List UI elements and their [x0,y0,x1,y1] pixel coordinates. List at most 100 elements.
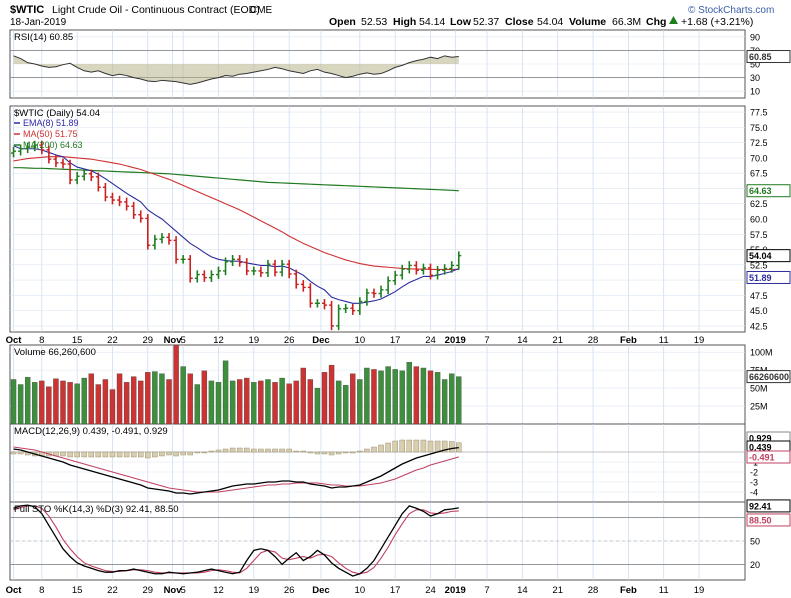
sto-k-last-label: 92.41 [749,501,772,511]
macd-histogram-bar [102,451,109,458]
volume-bar [286,383,292,425]
macd-histogram-bar [342,451,349,454]
ma200-last-label: 64.63 [749,186,772,196]
x-tick-label: 15 [72,335,83,346]
volume-bar [95,384,102,425]
x-tick-label: 19 [249,335,260,346]
macd-histogram-bar [244,447,250,453]
x-tick-label: 19 [694,335,705,346]
rsi-area [13,55,459,85]
macd-histogram-bar [229,447,236,453]
macd-histogram-bar [145,451,151,459]
y-tick-label: 25M [750,402,768,412]
volume-bar [279,377,285,425]
volume-bar [116,373,123,425]
volume-bar [109,389,116,425]
macd-signal-line [13,446,459,493]
sto-d-last-label: 88.50 [749,515,772,525]
macd-histogram-bar [116,451,123,458]
volume-bar [24,377,31,425]
macd-histogram-bar [335,451,342,455]
x-tick-label: 26 [284,335,295,346]
macd-histogram-bar [441,440,448,453]
high-value: 54.14 [419,16,445,28]
volume-bar [229,380,236,425]
y-tick-label: 67.5 [750,169,768,179]
rsi-line [13,55,459,85]
volume-bar [371,369,377,425]
macd-histogram-bar [236,447,243,453]
volume-bar [258,380,264,425]
macd-histogram-bar [328,451,335,456]
volume-bar [201,370,208,425]
legend-sto: Full STO %K(14,3) %D(3) 92.41, 88.50 [14,504,179,515]
x-tick-label: 22 [107,585,118,596]
x-tick-label: 12 [213,585,224,596]
macd-histogram-bar [251,448,257,453]
macd-histogram-bar [371,446,377,453]
y-tick-label: 30 [750,73,760,83]
x-tick-label: 10 [355,585,366,596]
volume-bar [39,380,45,425]
change-value: +1.68 (+3.21%) [681,16,753,28]
macd-histogram-bar [180,451,186,456]
chart-name: Light Crude Oil - Continuous Contract (E… [52,4,260,16]
volume-bar [222,360,229,425]
volume-bar [427,370,434,425]
volume-last-label: 66260600 [749,372,789,382]
macd-last-label-group: 0.439 [746,440,791,454]
x-tick-label: 19 [694,585,705,596]
x-tick-label: 28 [588,585,599,596]
y-tick-label: 72.5 [750,138,768,148]
macd-histogram-bar [406,439,413,453]
macd-histogram-bar [109,451,116,458]
x-tick-label: Feb [620,335,637,346]
macd-histogram-bar [130,451,137,458]
y-tick-label: 10 [750,87,760,97]
open-value: 52.53 [361,16,387,28]
macd-line [13,446,459,495]
volume-bar [293,380,299,425]
volume-bar [180,366,186,425]
volume-bar [102,379,109,425]
price-last-label: 54.04 [749,251,772,261]
macd-histogram-bar [81,451,87,458]
x-tick-label: 12 [213,335,224,346]
volume-bar [208,380,215,425]
chart-exchange: CME [250,5,273,16]
macd-histogram-bar [434,440,441,453]
macd-histogram-bar [286,448,292,453]
macd-histogram-bar [138,451,144,458]
y-tick-label: 47.5 [750,291,768,301]
sto-k-last-label-group: 92.41 [746,499,791,513]
change-label: Chg [646,16,666,28]
y-tick-label: 50M [750,384,768,394]
volume-bar [449,373,455,425]
macd-histogram-bar [67,451,73,458]
x-tick-label: Feb [620,585,637,596]
volume-label: Volume [569,16,606,28]
volume-bar [173,344,179,425]
macd-histogram-bar [173,451,179,457]
macd-histogram-bar [420,439,427,453]
volume-bar [378,370,384,425]
macd-histogram-bar [10,451,17,455]
volume-bar [350,373,356,425]
macd-histogram-bar [350,451,356,454]
y-tick-label: -2 [750,468,758,478]
volume-bar [251,382,257,425]
macd-histogram-bar [60,451,66,457]
volume-bar [392,369,398,425]
volume-bar [194,384,200,425]
macd-histogram-bar [187,451,193,456]
volume-bar [265,379,271,425]
low-value: 52.37 [473,16,499,28]
x-tick-label: Dec [312,335,329,346]
legend-series-0: EMA(8) 51.89 [23,118,79,128]
macd-histogram-bar [300,450,307,453]
volume-bar [81,377,87,425]
volume-bar [138,380,144,425]
y-tick-label: 20 [750,560,760,570]
macd-histogram-bar [208,450,215,453]
macd-histogram-bar [17,451,24,455]
